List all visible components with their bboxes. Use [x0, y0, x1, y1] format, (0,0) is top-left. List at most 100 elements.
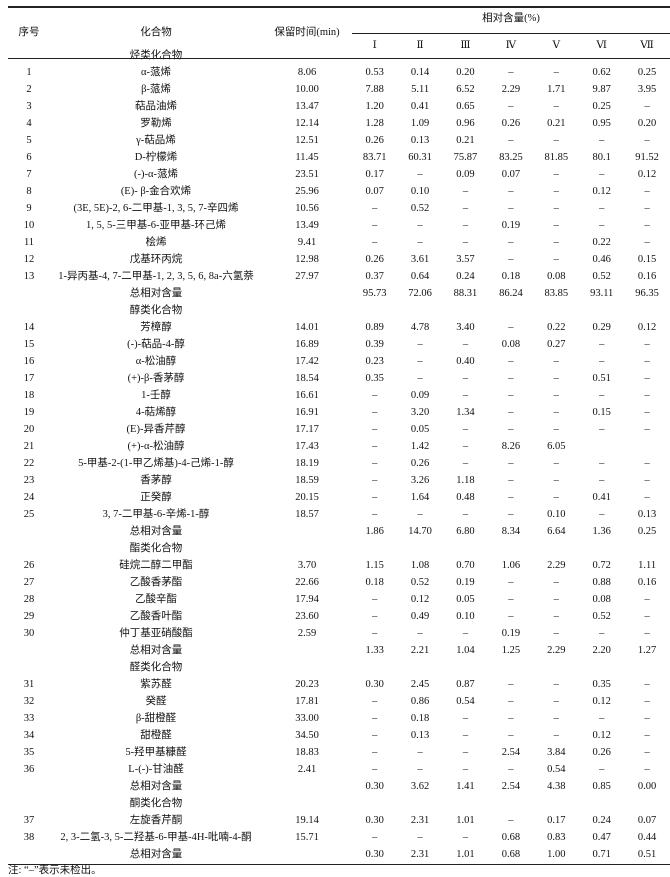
row-number: 8 [26, 186, 32, 197]
compound-name: 乙酸香叶酯 [129, 611, 183, 622]
table-row: 23 香茅醇 18.59 – 3.26 1.18 – – – – [8, 472, 670, 489]
total-value-3: 88.31 [453, 288, 478, 299]
compound-name: 4-萜烯醇 [135, 407, 177, 418]
content-value-1: 0.39 [365, 339, 384, 350]
row-number: 31 [23, 679, 35, 690]
content-value-5: 0.08 [547, 271, 566, 282]
content-value-1: 0.18 [365, 577, 384, 588]
content-value-3: – [462, 764, 469, 775]
content-value-2: – [417, 373, 423, 384]
content-value-7: – [644, 611, 650, 622]
content-value-4: 0.08 [501, 339, 521, 350]
table-row: 34 甜橙醛 34.50 – 0.13 – – – 0.12 – [8, 727, 670, 744]
row-number: 25 [23, 509, 35, 520]
content-value-7: – [644, 594, 650, 605]
content-value-4: – [508, 67, 514, 78]
content-value-6: – [599, 390, 605, 401]
content-value-7: 0.07 [637, 815, 657, 826]
compound-name: 正癸醇 [140, 492, 172, 503]
retention-time: 13.49 [295, 220, 319, 231]
compound-name: 戊基环丙烷 [129, 254, 183, 265]
retention-time: 18.57 [295, 509, 319, 520]
compound-name: 1, 5, 5-三甲基-6-亚甲基-环己烯 [86, 220, 226, 231]
retention-time: 11.45 [295, 152, 319, 163]
content-value-7: – [644, 679, 650, 690]
subheader-rule [352, 33, 670, 34]
content-value-1: – [372, 764, 378, 775]
content-value-5: 0.10 [547, 509, 566, 520]
content-value-3: 0.19 [456, 577, 475, 588]
content-value-7: 91.52 [635, 152, 659, 163]
retention-time: 15.71 [295, 832, 319, 843]
content-value-1: 83.71 [362, 152, 387, 163]
content-value-1: – [372, 492, 378, 503]
content-value-5: – [553, 67, 559, 78]
content-value-4: – [508, 594, 514, 605]
content-value-4: – [508, 322, 514, 333]
content-value-5: 0.54 [547, 764, 566, 775]
row-number: 3 [26, 101, 32, 112]
retention-time: 9.41 [297, 237, 317, 248]
compound-name: 萜品油烯 [135, 101, 177, 112]
content-value-3: 0.10 [456, 611, 475, 622]
table-note: 注: “–”表示未检出。 [8, 865, 102, 876]
compound-name: γ-萜品烯 [136, 135, 176, 146]
compound-name: (E)- β-金合欢烯 [120, 186, 192, 197]
content-value-5: 3.84 [547, 747, 566, 758]
content-value-6: 0.88 [592, 577, 611, 588]
bottom-rule [8, 864, 670, 865]
row-number: 13 [23, 271, 35, 282]
total-label: 总相对含量 [129, 526, 183, 537]
content-value-2: – [417, 220, 423, 231]
retention-time: 20.23 [295, 679, 319, 690]
content-value-2: – [417, 764, 423, 775]
content-value-2: – [417, 237, 423, 248]
table-row: 12 戊基环丙烷 12.98 0.26 3.61 3.57 – – 0.46 0.15 [8, 251, 670, 268]
content-value-3: – [462, 339, 469, 350]
content-value-4: – [508, 407, 514, 418]
table-row: 21 (+)-α-松油醇 17.43 – 1.42 – 8.26 6.05 [8, 438, 670, 455]
content-value-6: – [599, 424, 605, 435]
compound-name: β-蒎烯 [141, 84, 171, 95]
row-number: 5 [26, 135, 32, 146]
total-value-2: 72.06 [408, 288, 432, 299]
header-sample-3: Ⅲ [460, 40, 471, 51]
retention-time: 3.70 [297, 560, 317, 571]
content-value-3: 0.65 [456, 101, 475, 112]
table-row: 26 硅烷二醇二甲酯 3.70 1.15 1.08 0.70 1.06 2.29 0.72 1.1… [8, 557, 670, 574]
content-value-5: – [553, 594, 559, 605]
header-sample-5: Ⅴ [552, 40, 561, 51]
content-value-4: 1.06 [501, 560, 521, 571]
retention-time: 34.50 [295, 730, 319, 741]
content-value-7: 0.16 [637, 577, 657, 588]
compound-name: 香茅醇 [140, 475, 172, 486]
total-row: 总相对含量 0.30 3.62 1.41 2.54 4.38 0.85 0.00 [8, 778, 670, 795]
compound-name: 5-甲基-2-(1-甲乙烯基)-4-己烯-1-醇 [78, 458, 234, 469]
group-title: 烃类化合物 [129, 50, 183, 61]
retention-time: 27.97 [295, 271, 319, 282]
retention-time: 8.06 [297, 67, 317, 78]
total-value-4: 86.24 [499, 288, 523, 299]
retention-time: 2.41 [297, 764, 317, 775]
content-value-2: 1.42 [410, 441, 430, 452]
content-value-1: – [372, 696, 378, 707]
content-value-1: – [372, 220, 378, 231]
content-value-2: 0.86 [410, 696, 430, 707]
total-value-4: 0.68 [501, 849, 521, 860]
total-value-5: 2.29 [547, 645, 566, 656]
total-value-6: 93.11 [590, 288, 614, 299]
content-value-5: – [553, 407, 559, 418]
content-value-6: – [599, 509, 605, 520]
content-value-6: 0.12 [592, 730, 611, 741]
row-number: 21 [23, 441, 35, 452]
content-value-7: – [644, 696, 650, 707]
retention-time: 22.66 [295, 577, 319, 588]
content-value-2: – [417, 628, 423, 639]
row-number: 16 [23, 356, 35, 367]
content-value-4: – [508, 764, 514, 775]
content-value-4: 2.54 [501, 747, 521, 758]
content-value-1: 0.23 [365, 356, 384, 367]
table-row: 11 桧烯 9.41 – – – – – 0.22 – [8, 234, 670, 251]
group-title: 醛类化合物 [129, 662, 183, 673]
content-value-6: 0.47 [592, 832, 611, 843]
